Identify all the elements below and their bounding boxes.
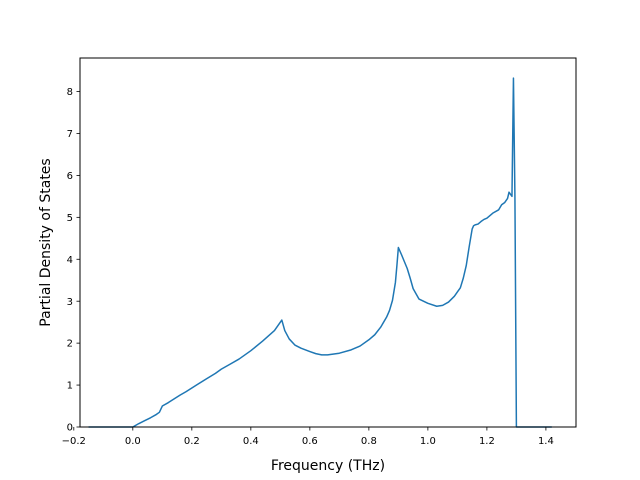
y-axis-ticks: 0 1 2 3 4 5 6 7 8 xyxy=(67,87,80,434)
x-tick-label: 1.0 xyxy=(420,436,436,447)
x-axis-label: Frequency (THz) xyxy=(271,458,385,474)
y-tick-label: 7 xyxy=(67,129,73,140)
x-tick-label: 0.0 xyxy=(125,436,141,447)
x-tick-label: −0.2 xyxy=(62,436,86,447)
y-tick-label: 1 xyxy=(67,381,73,392)
x-tick-label: 1.2 xyxy=(479,436,495,447)
y-axis-label: Partial Density of States xyxy=(38,158,54,326)
x-tick-label: 0.4 xyxy=(243,436,259,447)
plot-content xyxy=(88,77,552,428)
y-tick-label: 5 xyxy=(67,213,73,224)
axes-frame xyxy=(79,57,577,428)
y-tick-label: 8 xyxy=(67,87,73,98)
pdos-line-series-0 xyxy=(88,77,552,428)
y-tick-label: 2 xyxy=(67,339,73,350)
y-tick-label: 3 xyxy=(67,297,73,308)
x-tick-label: 0.6 xyxy=(302,436,318,447)
x-tick-label: 1.4 xyxy=(538,436,554,447)
y-tick-label: 6 xyxy=(67,171,73,182)
y-tick-label: 0 xyxy=(67,423,73,434)
x-tick-label: 0.2 xyxy=(184,436,200,447)
y-tick-label: 4 xyxy=(67,255,73,266)
x-tick-label: 0.8 xyxy=(361,436,377,447)
x-axis-ticks: −0.2 0.0 0.2 0.4 0.6 0.8 1.0 1.2 1.4 xyxy=(62,427,554,447)
